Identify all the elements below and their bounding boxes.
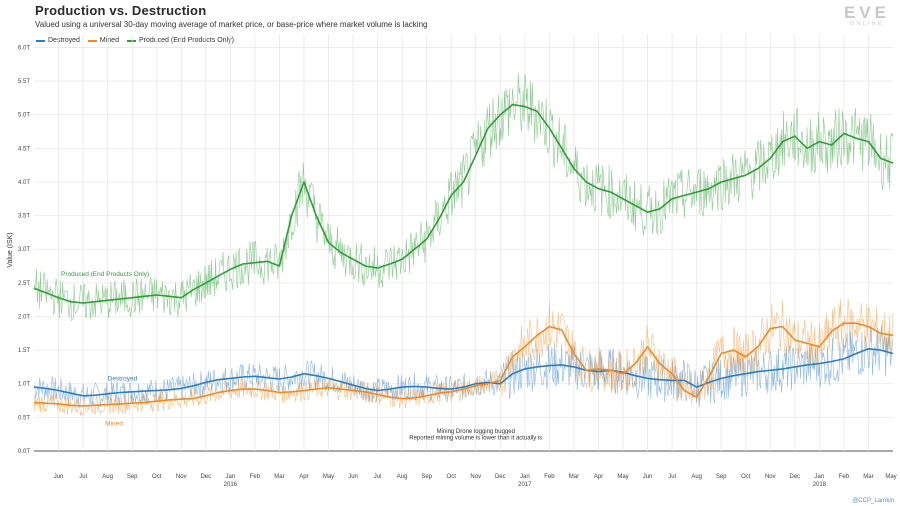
series-lines	[33, 73, 894, 416]
x-tick-label: Sep	[127, 474, 138, 480]
x-tick-label: Feb	[250, 474, 261, 480]
x-tick-label: Jan	[520, 474, 530, 480]
x-tick-label: Feb	[839, 474, 850, 480]
legend-item-mined: Mined	[87, 37, 119, 44]
chart-legend: Destroyed Mined Produced (End Products O…	[36, 37, 234, 44]
y-tick-label: 4.5T	[18, 146, 30, 152]
y-tick-label: 1.5T	[18, 348, 30, 354]
logo-sub-text: ONLINE	[850, 21, 884, 27]
author-credit[interactable]: @CCP_Larrikin	[852, 498, 894, 504]
year-label: 2017	[518, 482, 532, 488]
series-line-1	[33, 322, 894, 407]
x-tick-label: Aug	[397, 474, 408, 480]
x-tick-label: Dec	[495, 474, 506, 480]
logo-main-text: EVE	[843, 3, 890, 22]
series-line-2	[33, 103, 894, 304]
x-tick-label: Dec	[789, 474, 800, 480]
x-tick-label: Jan	[225, 474, 235, 480]
y-tick-label: 1.0T	[18, 382, 30, 388]
annotations: Destroyed Mined Produced (End Products Onl…	[61, 271, 542, 441]
x-tick-label: Apr	[594, 474, 603, 480]
x-tick-label: Oct	[152, 474, 162, 480]
legend-item-produced: Produced (End Products Only)	[126, 37, 234, 44]
x-tick-label: Aug	[102, 474, 113, 480]
chart-annotation: Mined	[105, 420, 123, 427]
y-axis-label: Value (ISK)	[7, 232, 14, 267]
x-tick-label: Apr	[299, 474, 308, 480]
y-tick-label: 5.5T	[18, 79, 30, 85]
legend-item-destroyed: Destroyed	[36, 37, 80, 44]
chart-annotation: Mining Drone logging bugged	[437, 429, 515, 435]
y-tick-label: 5.0T	[18, 113, 30, 119]
legend-label-destroyed: Destroyed	[48, 37, 80, 44]
y-tick-label: 6.0T	[18, 45, 30, 51]
legend-swatch-destroyed	[36, 39, 45, 42]
x-tick-label: Jun	[54, 474, 64, 480]
series-line-0	[33, 348, 894, 397]
x-tick-label: Jul	[668, 474, 676, 480]
x-tick-label: Jan	[815, 474, 825, 480]
x-tick-label: Jun	[643, 474, 653, 480]
x-tick-label: Nov	[765, 474, 776, 480]
legend-label-produced: Produced (End Products Only)	[138, 37, 234, 44]
x-tick-label: Feb	[544, 474, 555, 480]
x-tick-label: Mar	[863, 474, 873, 480]
x-tick-label: May	[885, 474, 896, 480]
y-tick-label: 2.0T	[18, 314, 30, 320]
legend-swatch-produced	[126, 39, 136, 42]
y-tick-label: 0.0T	[18, 449, 30, 455]
chart-subtitle: Valued using a universal 30-day moving a…	[35, 20, 428, 29]
chart-annotation: Produced (End Products Only)	[61, 271, 149, 278]
x-tick-label: Aug	[691, 474, 702, 480]
x-tick-label: Oct	[447, 474, 457, 480]
y-tick-label: 4.0T	[18, 180, 30, 186]
x-tick-label: Jul	[374, 474, 382, 480]
chart-annotation: Reported mining volume is lower than it …	[409, 436, 542, 442]
series-raw-0	[33, 325, 894, 408]
x-tick-label: Jul	[79, 474, 87, 480]
x-tick-label: Nov	[470, 474, 481, 480]
legend-label-mined: Mined	[99, 37, 119, 44]
chart-title: Production vs. Destruction	[35, 3, 207, 18]
eve-online-logo: EVE ONLINE	[844, 4, 890, 27]
x-tick-label: Nov	[176, 474, 187, 480]
x-tick-label: Jun	[348, 474, 358, 480]
x-tick-label: Sep	[421, 474, 432, 480]
legend-swatch-mined	[87, 39, 97, 42]
x-tick-label: Mar	[569, 474, 579, 480]
x-tick-label: May	[617, 474, 628, 480]
axes: 0.0T 0.5T 1.0T 1.5T 2.0T 2.5T 3.0T 3.5T 4.0T 4.5T…	[18, 45, 897, 488]
series-raw-1	[33, 298, 894, 416]
y-tick-label: 2.5T	[18, 281, 30, 287]
x-tick-label: Sep	[716, 474, 727, 480]
y-tick-label: 3.5T	[18, 214, 30, 220]
y-tick-label: 3.0T	[18, 247, 30, 253]
x-tick-label: May	[323, 474, 334, 480]
y-tick-label: 0.5T	[18, 415, 30, 421]
year-label: 2016	[224, 482, 238, 488]
x-tick-label: Dec	[200, 474, 211, 480]
chart-annotation: Destroyed	[108, 375, 138, 382]
year-label: 2018	[813, 482, 827, 488]
x-tick-label: Oct	[741, 474, 751, 480]
x-tick-label: Mar	[274, 474, 284, 480]
series-raw-2	[33, 73, 894, 322]
